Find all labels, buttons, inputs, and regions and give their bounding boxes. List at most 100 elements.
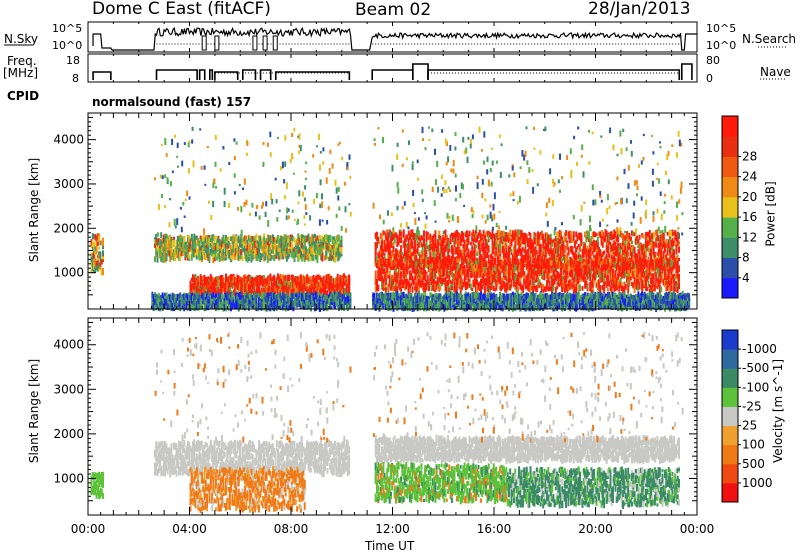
power-echo-cell (303, 239, 306, 248)
power-echo-cell (516, 240, 519, 246)
power-echo-cell (487, 245, 490, 253)
power-echo-cell (539, 232, 542, 236)
power-echo-cell (190, 277, 193, 282)
power-echo-cell (445, 286, 448, 293)
freq-trace (412, 63, 429, 80)
power-echo-cell (606, 263, 609, 269)
power-echo-cell (406, 248, 409, 256)
power-echo-cell (255, 233, 258, 242)
power-echo-cell (477, 284, 480, 290)
power-echo-cell (566, 242, 569, 250)
power-echo-cell (514, 252, 517, 259)
power-echo-cell (274, 238, 277, 243)
nsky-gap (214, 35, 220, 51)
power-echo-cell (251, 285, 254, 290)
power-echo-cell (341, 274, 344, 282)
power-echo-cell (266, 234, 269, 242)
power-echo-cell (340, 235, 343, 243)
power-echo-cell (199, 246, 202, 251)
power-echo-cell (274, 281, 277, 289)
power-echo-cell (475, 286, 477, 294)
power-echo-cell (464, 259, 467, 264)
power-echo-cell (469, 283, 472, 290)
power-echo-cell (409, 243, 411, 251)
power-echo-cell (500, 263, 503, 269)
power-echo-cell (387, 259, 390, 267)
power-echo-cell (291, 252, 293, 258)
power-echo-cell (551, 255, 554, 261)
power-echo-cell (549, 248, 552, 256)
power-echo-cell (448, 287, 451, 292)
power-echo-cell (435, 253, 438, 261)
power-echo-cell (258, 237, 260, 242)
power-echo-cell (557, 235, 560, 241)
power-echo-cell (599, 231, 602, 235)
power-echo-cell (285, 284, 288, 289)
power-echo-cell (483, 270, 486, 275)
power-echo-cell (292, 236, 295, 241)
power-echo-cell (538, 253, 541, 262)
power-echo-cell (452, 264, 455, 271)
power-echo-cell (655, 237, 658, 244)
power-echo-cell (461, 233, 463, 242)
power-echo-cell (610, 244, 613, 253)
power-echo-cell (93, 252, 96, 257)
power-echo-cell (605, 230, 608, 237)
power-echo-cell (192, 283, 194, 290)
power-echo-cell (675, 244, 678, 252)
power-echo-cell (482, 231, 485, 237)
power-echo-cell (255, 281, 258, 286)
power-echo-cell (467, 272, 470, 281)
power-echo-cell (658, 265, 661, 270)
power-echo-cell (381, 263, 384, 267)
power-echo-cell (581, 248, 584, 254)
power-echo-cell (194, 243, 197, 249)
power-echo-cell (629, 252, 632, 257)
power-echo-cell (339, 275, 342, 282)
power-echo-cell (643, 244, 646, 251)
power-echo-cell (212, 281, 215, 288)
power-echo-cell (212, 252, 215, 257)
power-echo-cell (542, 241, 545, 249)
power-echo-cell (617, 234, 620, 242)
power-echo-cell (475, 274, 477, 278)
power-echo-cell (672, 232, 675, 236)
power-echo-cell (282, 244, 285, 252)
power-echo-cell (459, 241, 462, 246)
power-echo-cell (270, 235, 273, 242)
power-echo-cell (388, 277, 391, 282)
power-echo-cell (626, 231, 628, 235)
power-echo-cell (324, 283, 326, 289)
power-echo-cell (417, 251, 420, 256)
power-echo-cell (202, 283, 205, 290)
power-echo-cell (378, 270, 381, 279)
power-echo-cell (646, 231, 649, 237)
power-echo-cell (590, 253, 593, 257)
power-echo-cell (396, 272, 399, 280)
power-echo-cell (256, 247, 259, 253)
power-echo-cell (237, 253, 240, 258)
power-echo-cell (442, 251, 444, 257)
power-echo-cell (217, 279, 220, 288)
power-echo-cell (459, 271, 462, 276)
power-echo-cell (381, 275, 384, 284)
power-echo-cell (277, 273, 279, 281)
power-echo-cell (291, 274, 293, 280)
power-echo-cell (298, 286, 301, 293)
power-echo-cell (282, 274, 285, 282)
power-echo-cell (282, 281, 285, 286)
power-echo-cell (189, 285, 192, 289)
power-echo-cell (462, 243, 465, 249)
power-echo-cell (258, 288, 260, 294)
power-echo-cell (233, 248, 236, 256)
power-echo-cell (261, 245, 264, 250)
power-echo-cell (176, 235, 179, 241)
power-echo-cell (189, 240, 192, 248)
power-echo-cell (376, 260, 378, 266)
power-echo-cell (543, 248, 546, 255)
power-echo-cell (308, 254, 311, 262)
power-echo-cell (313, 289, 316, 294)
power-echo-cell (444, 263, 447, 270)
power-echo-cell (211, 278, 214, 283)
power-echo-cell (433, 234, 436, 238)
